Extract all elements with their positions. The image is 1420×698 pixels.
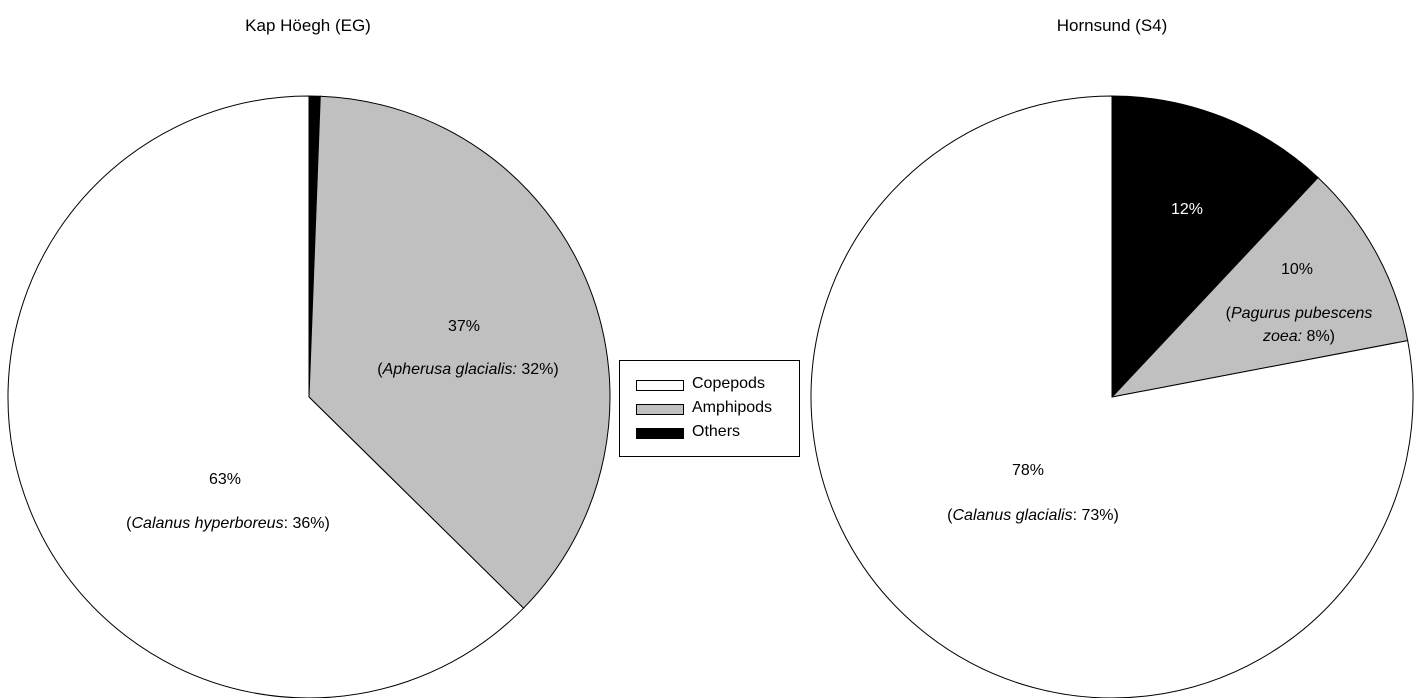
pie-slice-others-hornsund <box>1111 95 1319 399</box>
slice-note-amphipods-hornsund-line2: zoea: 8%) <box>1262 328 1335 345</box>
legend-label-others: Others <box>692 423 741 440</box>
slice-label-amphipods-hornsund: 10% <box>1281 261 1313 278</box>
legend: Copepods Amphipods Others <box>619 360 800 457</box>
slice-label-copepods-hornsund: 78% <box>1012 462 1044 479</box>
pie-slice-copepods-hornsund <box>810 95 1414 698</box>
slice-note-amphipods-hornsund-line1: (Pagurus pubescens <box>1226 305 1373 322</box>
legend-swatch-others <box>636 428 684 439</box>
legend-label-copepods: Copepods <box>692 375 765 392</box>
slice-label-amphipods-kap-hoegh: 37% <box>448 318 480 335</box>
slice-note-amphipods-kap-hoegh: (Apherusa glacialis: 32%) <box>377 361 558 378</box>
legend-swatch-copepods <box>636 380 684 391</box>
legend-label-amphipods: Amphipods <box>692 399 773 416</box>
slice-note-copepods-hornsund: (Calanus glacialis: 73%) <box>947 507 1119 524</box>
pie-slice-copepods-kap-hoegh <box>7 95 525 698</box>
slice-label-copepods-kap-hoegh: 63% <box>209 471 241 488</box>
pie-kap-hoegh <box>7 95 611 698</box>
pie-hornsund <box>810 95 1414 698</box>
slice-note-copepods-kap-hoegh: (Calanus hyperboreus: 36%) <box>126 515 330 532</box>
pie-slice-amphipods-hornsund <box>1110 176 1409 398</box>
slice-label-others-hornsund: 12% <box>1171 201 1203 218</box>
pie-slice-amphipods-kap-hoegh <box>308 95 611 609</box>
chart-title-kap-hoegh: Kap Höegh (EG) <box>245 16 371 35</box>
chart-title-hornsund: Hornsund (S4) <box>1056 16 1168 35</box>
legend-swatch-amphipods <box>636 404 684 415</box>
